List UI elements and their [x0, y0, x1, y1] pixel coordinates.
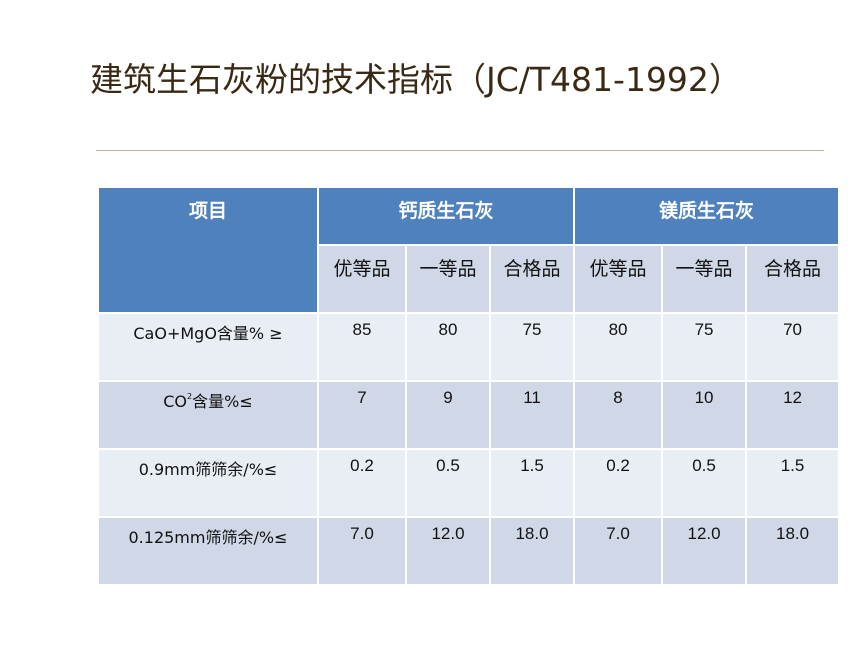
table-cell: 12.0	[405, 516, 491, 586]
header-grade: 合格品	[745, 244, 841, 314]
title-divider	[96, 150, 824, 151]
table-cell: 1.5	[745, 448, 841, 518]
header-group-magnesium: 镁质生石灰	[573, 186, 841, 246]
table-cell: 7.0	[573, 516, 664, 586]
table-row: 0.125mm筛筛余/%≤ 7.0 12.0 18.0 7.0 12.0 18.…	[97, 516, 841, 586]
row-label: 0.125mm筛筛余/%≤	[97, 516, 319, 586]
table-cell: 0.2	[573, 448, 664, 518]
table-cell: 75	[488, 312, 576, 382]
table-row: CO2含量%≤ 7 9 11 8 10 12	[97, 380, 841, 450]
table-cell: 75	[661, 312, 748, 382]
table-cell: 12	[745, 380, 841, 450]
header-grade: 优等品	[317, 244, 407, 314]
table-cell: 7.0	[317, 516, 407, 586]
table-cell: 8	[573, 380, 664, 450]
table-cell: 70	[745, 312, 841, 382]
table-cell: 12.0	[661, 516, 748, 586]
header-grade: 合格品	[488, 244, 576, 314]
table-cell: 0.5	[405, 448, 491, 518]
header-grade: 一等品	[405, 244, 491, 314]
header-grade: 一等品	[661, 244, 748, 314]
table-cell: 11	[488, 380, 576, 450]
table-cell: 7	[317, 380, 407, 450]
table-cell: 18.0	[488, 516, 576, 586]
table-row: 0.9mm筛筛余/%≤ 0.2 0.5 1.5 0.2 0.5 1.5	[97, 448, 841, 518]
row-label-suffix: 含量%≤	[192, 392, 253, 411]
table-cell: 1.5	[488, 448, 576, 518]
table-cell: 0.5	[661, 448, 748, 518]
row-label: CaO+MgO含量% ≥	[97, 312, 319, 382]
table-cell: 9	[405, 380, 491, 450]
table-cell: 85	[317, 312, 407, 382]
table-cell: 80	[405, 312, 491, 382]
page-title: 建筑生石灰粉的技术指标（JC/T481-1992）	[90, 60, 742, 99]
table-cell: 80	[573, 312, 664, 382]
table-cell: 0.2	[317, 448, 407, 518]
row-label-sup: 2	[187, 392, 193, 401]
header-grade: 优等品	[573, 244, 664, 314]
spec-table: 项目 钙质生石灰 镁质生石灰 优等品 一等品 合格品 优等品 一等品 合格品 C…	[97, 186, 841, 586]
row-label-prefix: CO	[163, 392, 188, 411]
row-label: CO2含量%≤	[97, 380, 319, 450]
header-group-calcium: 钙质生石灰	[316, 186, 576, 246]
header-row-grades: 优等品 一等品 合格品 优等品 一等品 合格品	[98, 244, 841, 314]
table-row: CaO+MgO含量% ≥ 85 80 75 80 75 70	[97, 312, 841, 382]
header-row-groups: 项目 钙质生石灰 镁质生石灰	[97, 186, 841, 314]
table-cell: 18.0	[745, 516, 841, 586]
table-cell: 10	[661, 380, 748, 450]
row-label: 0.9mm筛筛余/%≤	[97, 448, 319, 518]
header-item: 项目	[97, 186, 319, 314]
